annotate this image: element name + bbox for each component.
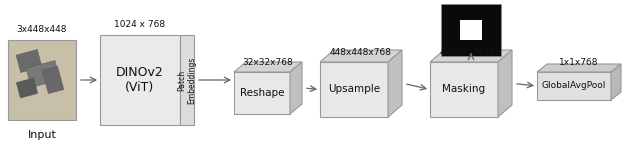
Text: 1x1x768: 1x1x768 [559, 58, 599, 67]
Text: 3x448x448: 3x448x448 [17, 25, 67, 34]
Polygon shape [388, 50, 402, 117]
FancyBboxPatch shape [16, 78, 38, 98]
FancyBboxPatch shape [42, 66, 64, 94]
Text: GlobalAvgPool: GlobalAvgPool [542, 81, 606, 91]
Polygon shape [290, 62, 302, 114]
Text: 1024 x 768: 1024 x 768 [115, 20, 166, 29]
Text: DINOv2: DINOv2 [116, 66, 164, 79]
Polygon shape [537, 72, 611, 100]
Text: Input: Input [28, 130, 56, 140]
Polygon shape [320, 62, 388, 117]
Polygon shape [430, 62, 498, 117]
FancyBboxPatch shape [26, 60, 60, 88]
FancyBboxPatch shape [460, 20, 483, 40]
Text: Upsample: Upsample [328, 85, 380, 95]
Text: (ViT): (ViT) [125, 80, 155, 94]
Text: 32x32x768: 32x32x768 [243, 58, 293, 67]
FancyBboxPatch shape [8, 40, 76, 120]
Polygon shape [537, 64, 621, 72]
FancyBboxPatch shape [16, 49, 42, 72]
Polygon shape [234, 72, 290, 114]
FancyBboxPatch shape [100, 35, 180, 125]
Polygon shape [430, 50, 512, 62]
Polygon shape [320, 50, 402, 62]
FancyBboxPatch shape [180, 35, 194, 125]
Text: Masking: Masking [442, 85, 486, 95]
Text: Patch
Embeddings: Patch Embeddings [177, 56, 196, 104]
Polygon shape [611, 64, 621, 100]
FancyBboxPatch shape [441, 4, 501, 56]
Text: 448x448x768: 448x448x768 [330, 48, 392, 57]
Text: 448x448x768: 448x448x768 [440, 48, 502, 57]
Polygon shape [234, 62, 302, 72]
Polygon shape [498, 50, 512, 117]
Text: 448x448: 448x448 [451, 0, 491, 2]
Text: Reshape: Reshape [240, 88, 284, 98]
